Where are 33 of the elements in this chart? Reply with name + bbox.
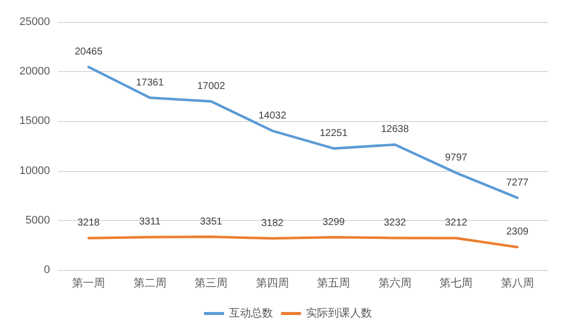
data-label: 14032: [258, 110, 287, 122]
data-label: 20465: [74, 46, 103, 58]
x-tick-label: 第五周: [317, 278, 350, 290]
data-label: 3311: [139, 216, 162, 228]
y-tick-label: 25000: [19, 16, 50, 28]
x-tick-label: 第三周: [194, 278, 228, 290]
x-tick-label: 第八周: [500, 278, 534, 290]
data-label: 3212: [445, 218, 468, 229]
line-series: [87, 236, 519, 248]
y-tick-label: 20000: [19, 66, 50, 78]
x-tick-label: 第六周: [378, 276, 412, 290]
y-tick-label: 5000: [26, 214, 50, 226]
y-tick-label: 10000: [19, 164, 50, 177]
y-tick-label: 15000: [19, 115, 50, 128]
data-label: 17361: [136, 77, 164, 88]
x-tick-label: 第二周: [133, 278, 166, 290]
data-label: 3299: [322, 216, 346, 228]
y-tick-label: 0: [44, 264, 50, 276]
x-tick-label: 第一周: [72, 278, 106, 290]
data-label: 3351: [200, 216, 223, 228]
legend-label: 实际到课人数: [306, 306, 372, 320]
data-label: 7277: [506, 177, 529, 188]
data-label: 12638: [380, 124, 410, 136]
x-tick-label: 第七周: [440, 276, 473, 290]
data-label: 2309: [506, 226, 529, 238]
x-tick-label: 第四周: [256, 278, 289, 290]
data-label: 9797: [445, 152, 468, 164]
data-label: 12251: [320, 128, 348, 139]
data-label: 17002: [197, 80, 226, 92]
data-label: 3182: [261, 218, 284, 229]
data-label: 3232: [384, 217, 406, 228]
legend-label: 互动总数: [229, 306, 273, 320]
data-label: 3218: [78, 218, 100, 229]
